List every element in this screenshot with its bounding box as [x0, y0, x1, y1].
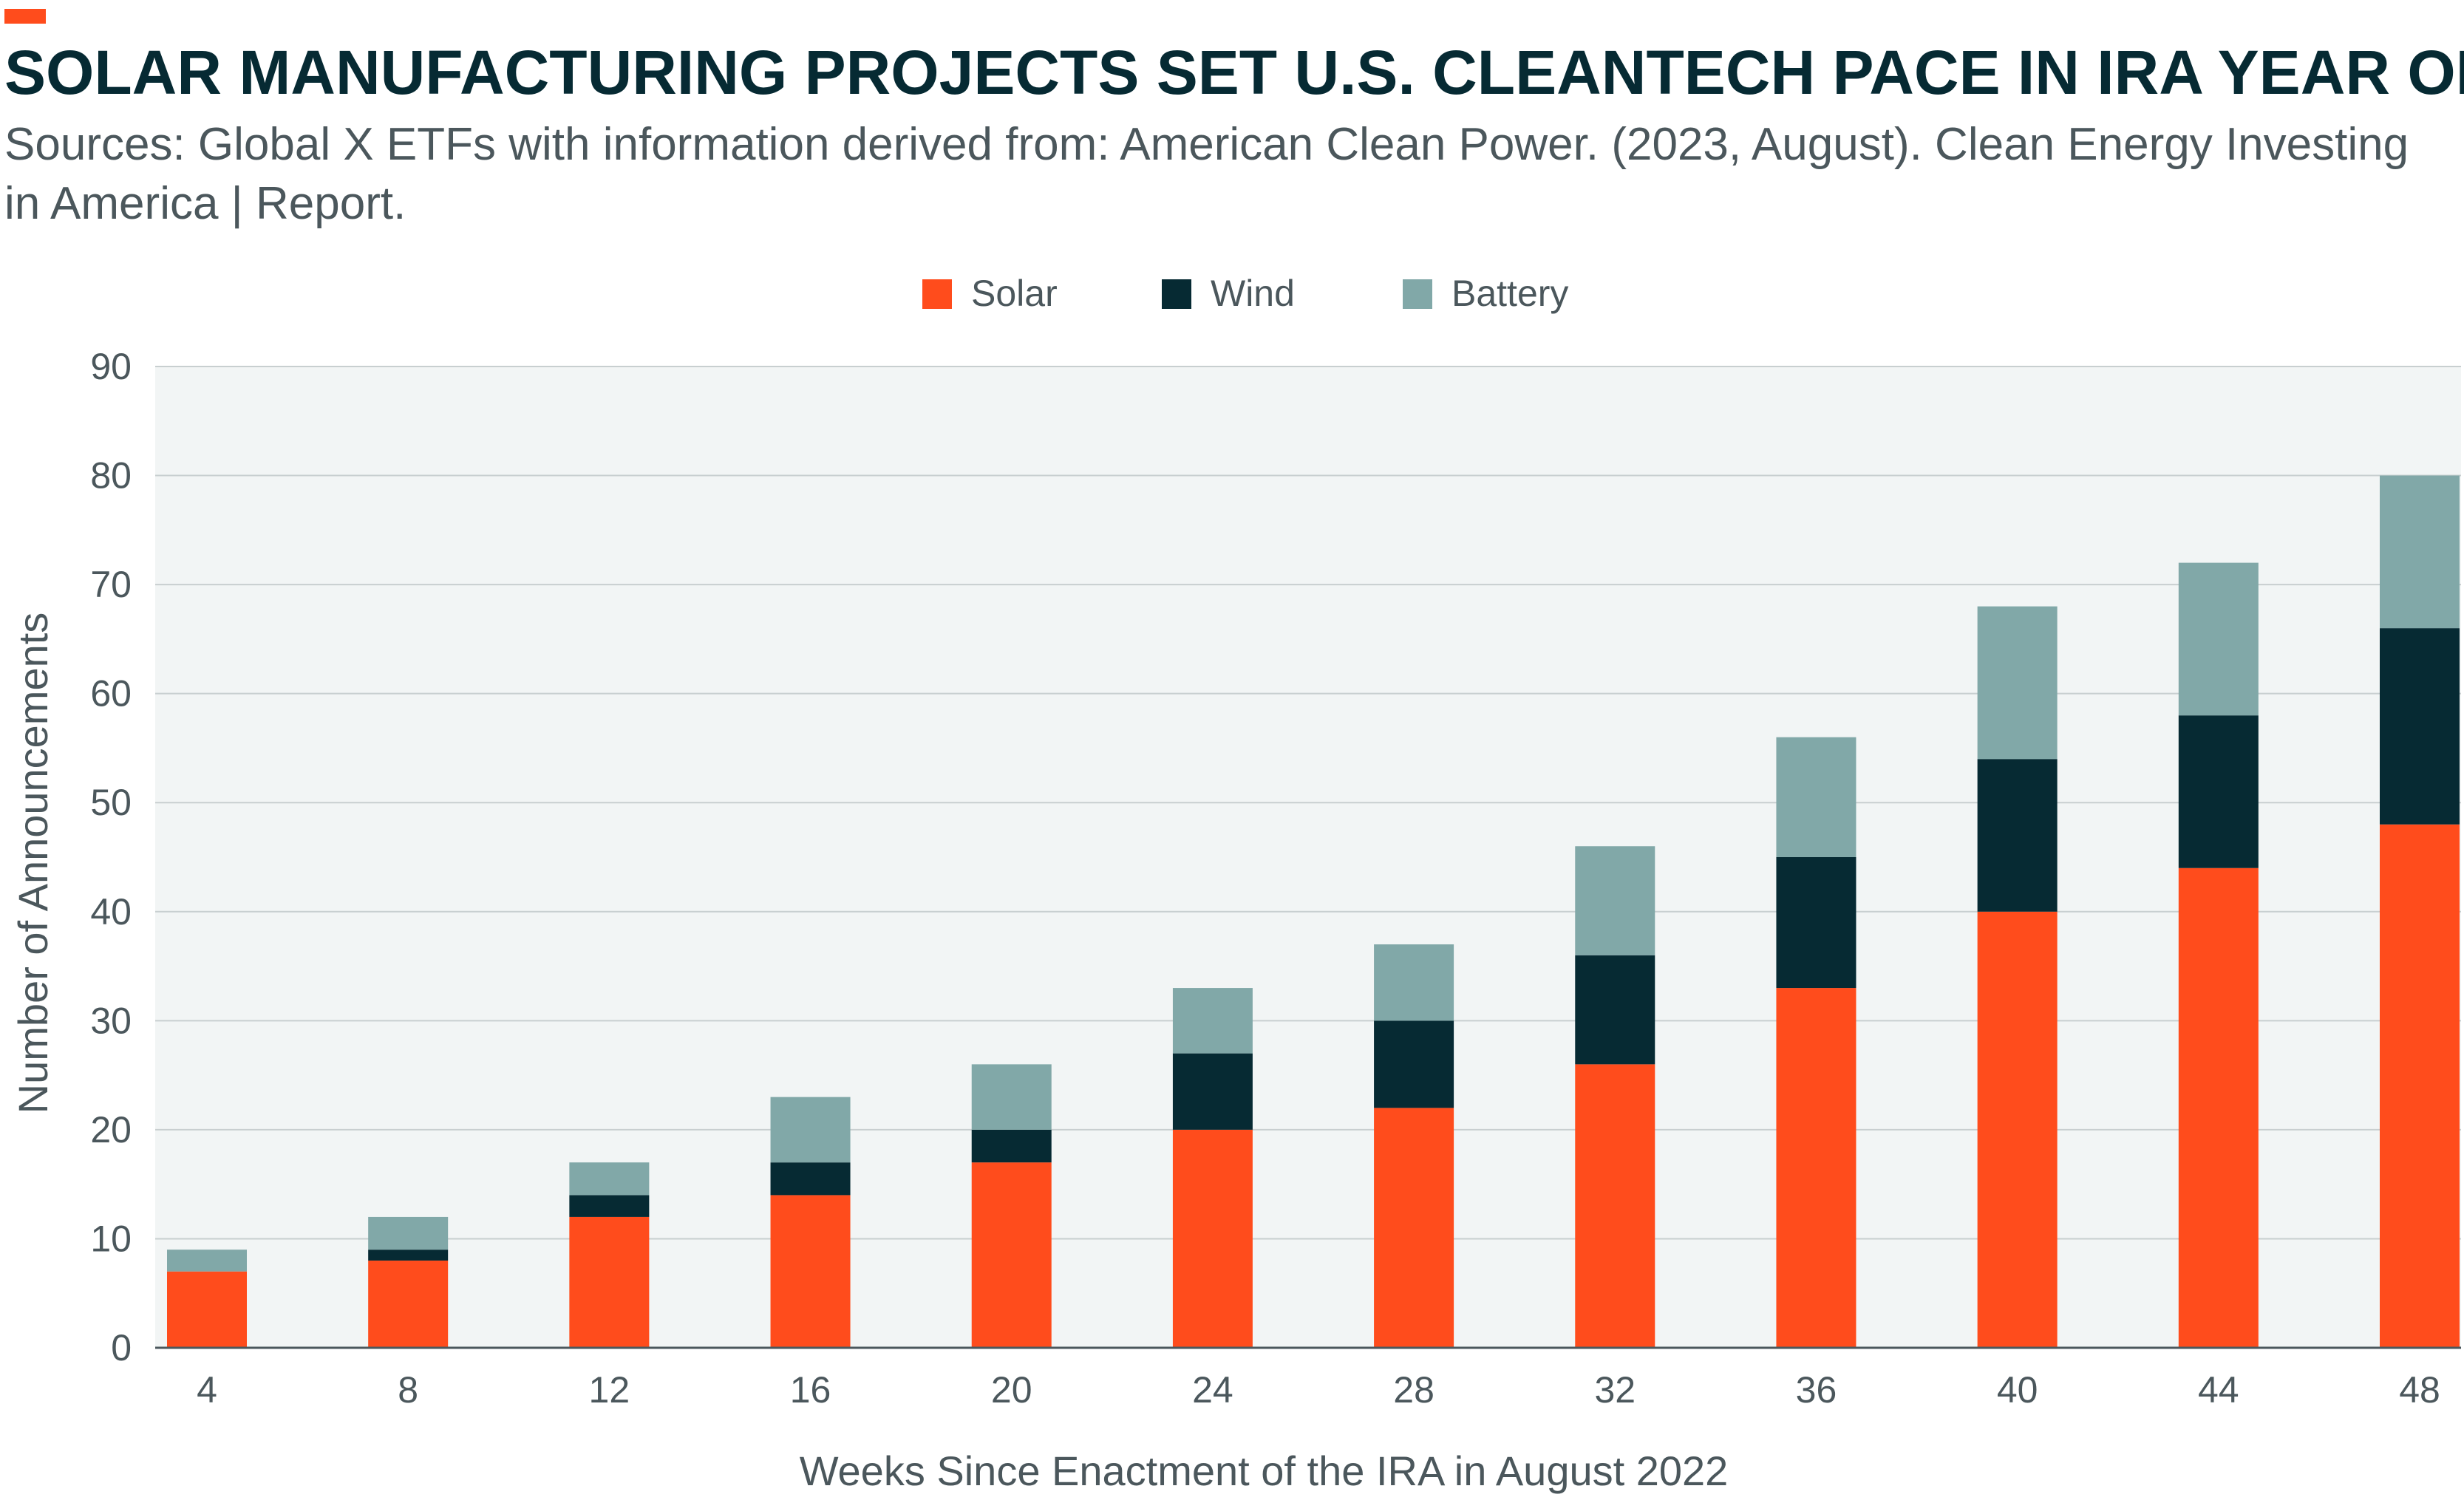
subtitle-line-2: in America | Report. — [4, 178, 406, 229]
y-tick-label: 20 — [90, 1109, 132, 1150]
bar-solar-week-24 — [1172, 1129, 1253, 1348]
bar-battery-week-36 — [1776, 737, 1856, 857]
gridlines — [155, 366, 2461, 1240]
bar-battery-week-48 — [2380, 475, 2460, 629]
bar-solar-week-4 — [167, 1271, 247, 1348]
chart-subtitle: Sources: Global X ETFs with information … — [4, 115, 2458, 233]
legend: Solar Wind Battery — [922, 273, 1568, 314]
bar-solar-week-36 — [1776, 988, 1856, 1348]
bar-battery-week-8 — [368, 1216, 449, 1250]
y-tick-label: 0 — [111, 1327, 132, 1368]
x-tick-label: 48 — [2399, 1369, 2440, 1411]
plot-area — [155, 367, 2461, 1348]
x-tick-label: 16 — [790, 1369, 831, 1411]
bar-wind-week-48 — [2380, 628, 2460, 825]
x-axis-title: Weeks Since Enactment of the IRA in Augu… — [800, 1448, 1729, 1494]
bar-battery-week-12 — [569, 1162, 650, 1196]
chart-title: SOLAR MANUFACTURING PROJECTS SET U.S. CL… — [4, 38, 2464, 107]
bar-wind-week-44 — [2178, 715, 2259, 868]
bar-solar-week-28 — [1374, 1108, 1454, 1348]
x-tick-label: 36 — [1796, 1369, 1837, 1411]
legend-swatch-wind — [1162, 279, 1191, 309]
accent-bar — [4, 9, 46, 24]
x-tick-label: 44 — [2198, 1369, 2239, 1411]
bar-solar-week-40 — [1977, 911, 2058, 1348]
legend-swatch-solar — [922, 279, 952, 309]
y-tick-label: 30 — [90, 1000, 132, 1041]
bar-solar-week-20 — [971, 1162, 1052, 1348]
bar-solar-week-32 — [1575, 1064, 1655, 1348]
legend-label-battery: Battery — [1451, 273, 1568, 314]
subtitle-line-1: Sources: Global X ETFs with information … — [4, 119, 2409, 170]
bar-wind-week-20 — [971, 1129, 1052, 1163]
bar-solar-week-12 — [569, 1216, 650, 1348]
x-tick-label: 8 — [398, 1369, 418, 1411]
y-tick-label: 90 — [90, 346, 132, 387]
x-tick-label: 24 — [1192, 1369, 1233, 1411]
y-tick-label: 70 — [90, 564, 132, 605]
bar-battery-week-28 — [1374, 944, 1454, 1021]
bar-battery-week-24 — [1172, 988, 1253, 1054]
bar-wind-week-16 — [770, 1162, 851, 1196]
bar-wind-week-40 — [1977, 759, 2058, 912]
legend-label-solar: Solar — [971, 273, 1058, 314]
bar-wind-week-24 — [1172, 1053, 1253, 1130]
bar-battery-week-20 — [971, 1064, 1052, 1130]
y-tick-label: 40 — [90, 891, 132, 933]
bar-battery-week-16 — [770, 1097, 851, 1163]
bar-wind-week-36 — [1776, 857, 1856, 989]
bar-solar-week-44 — [2178, 867, 2259, 1348]
x-tick-label: 12 — [589, 1369, 630, 1411]
x-tick-label: 32 — [1594, 1369, 1636, 1411]
bar-wind-week-12 — [569, 1195, 650, 1217]
legend-swatch-battery — [1403, 279, 1432, 309]
bar-solar-week-8 — [368, 1260, 449, 1348]
bar-battery-week-44 — [2178, 562, 2259, 716]
y-tick-label: 50 — [90, 782, 132, 823]
bar-battery-week-32 — [1575, 846, 1655, 955]
bar-solar-week-16 — [770, 1195, 851, 1348]
bar-battery-week-40 — [1977, 606, 2058, 760]
y-tick-label: 80 — [90, 455, 132, 497]
y-axis-title: Number of Announcements — [10, 613, 56, 1114]
x-tick-label: 20 — [991, 1369, 1032, 1411]
bar-solar-week-48 — [2380, 824, 2460, 1348]
x-tick-label: 40 — [1997, 1369, 2038, 1411]
legend-label-wind: Wind — [1211, 273, 1295, 314]
bar-wind-week-28 — [1374, 1020, 1454, 1108]
bar-wind-week-8 — [368, 1250, 449, 1261]
x-tick-label: 28 — [1393, 1369, 1435, 1411]
y-tick-label: 60 — [90, 673, 132, 715]
bar-wind-week-32 — [1575, 955, 1655, 1065]
y-tick-label: 10 — [90, 1218, 132, 1259]
bar-battery-week-4 — [167, 1250, 247, 1272]
bars — [167, 475, 2460, 1348]
x-tick-label: 4 — [197, 1369, 217, 1411]
